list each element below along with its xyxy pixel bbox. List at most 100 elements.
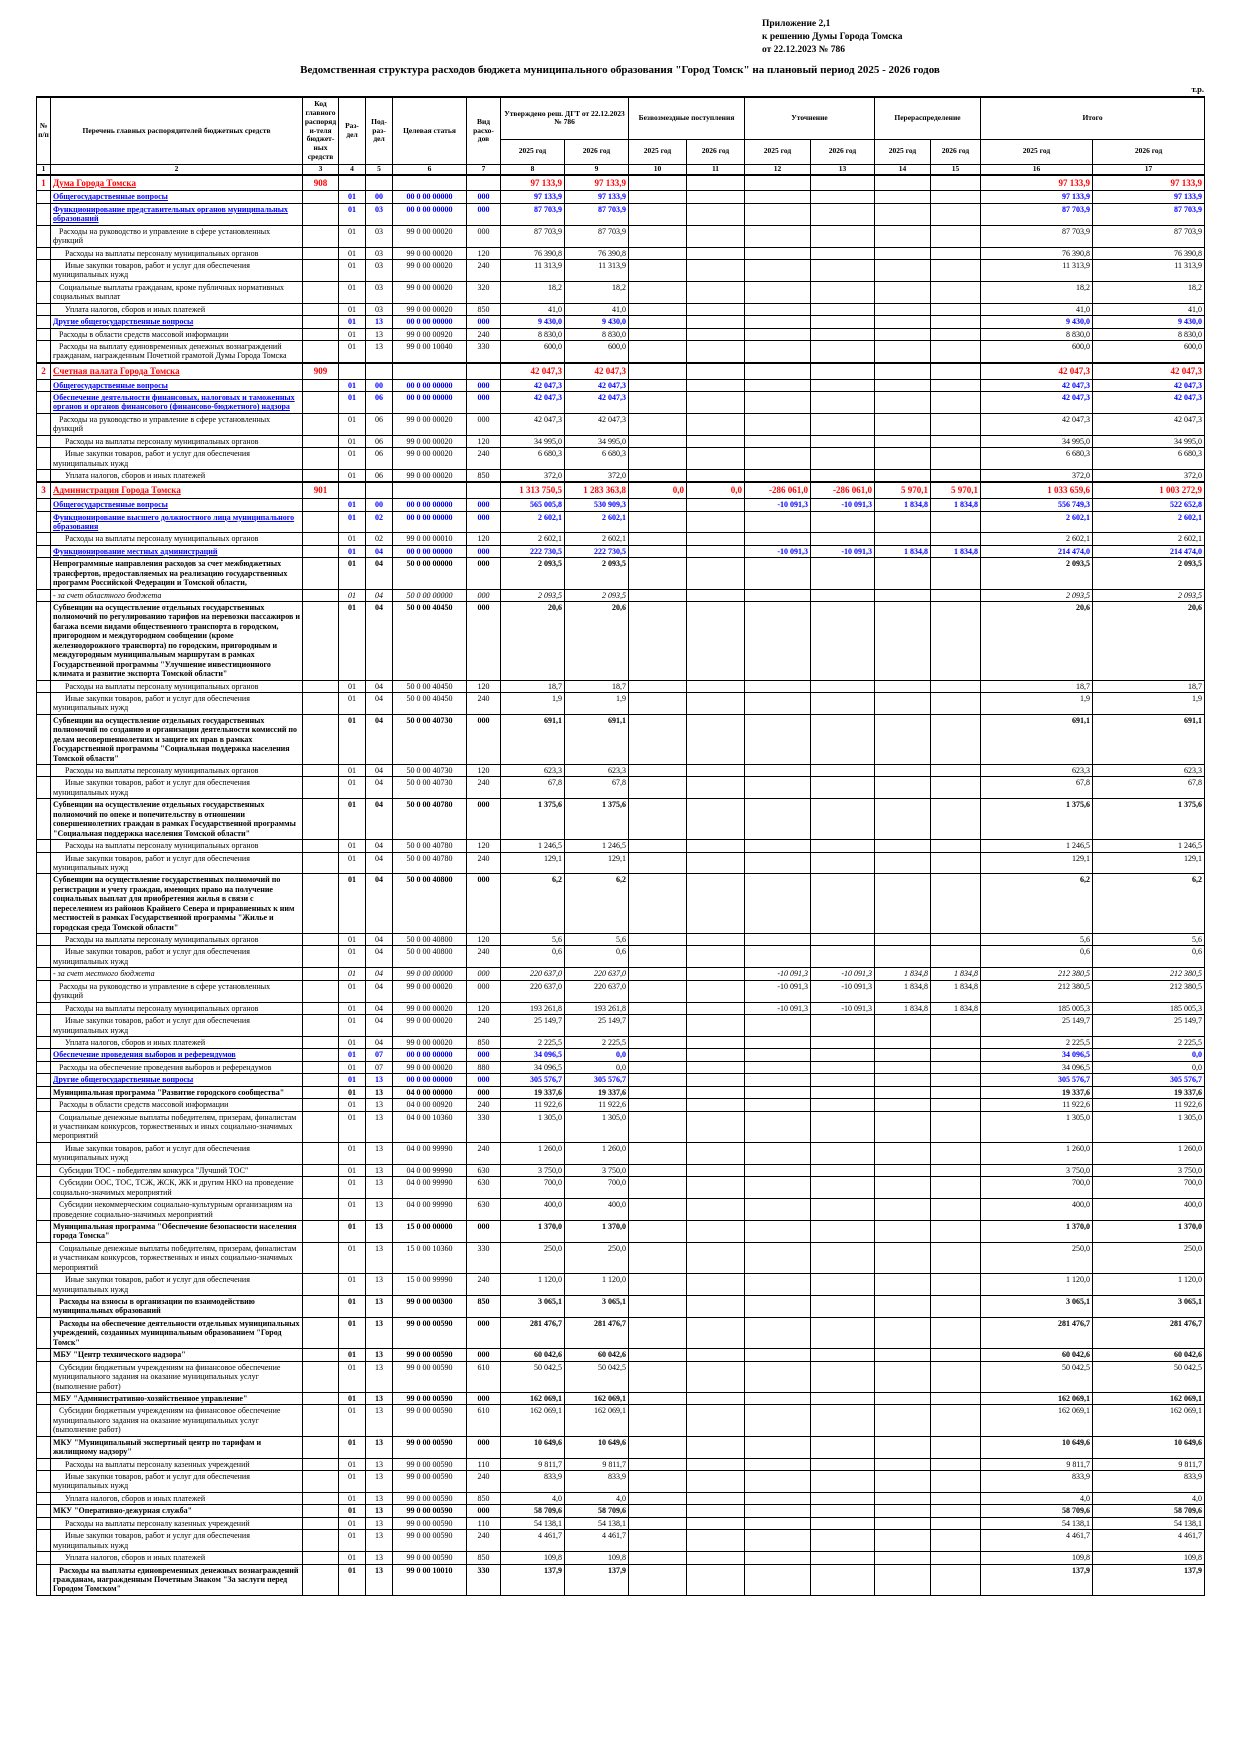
row-name-cell: Иные закупки товаров, работ и услуг для … — [50, 447, 303, 471]
row-code-cell: 120 — [466, 532, 501, 546]
row-value-cell: 1 003 272,9 — [1092, 481, 1206, 500]
row-value-cell: 185 005,3 — [1092, 1001, 1206, 1016]
row-value-cell — [686, 588, 746, 603]
row-value-cell — [628, 510, 688, 534]
row-value-cell: 4,0 — [1092, 1491, 1206, 1506]
row-number-cell — [36, 1001, 51, 1016]
row-name-cell: Администрация Города Томска — [50, 481, 303, 500]
col-index: 3 — [302, 163, 339, 176]
row-value-cell — [686, 839, 746, 853]
row-value-cell — [874, 361, 932, 380]
row-code-cell: 01 — [338, 588, 366, 603]
row-value-cell — [810, 1163, 876, 1178]
row-code-cell: 01 — [338, 447, 366, 471]
row-value-cell — [744, 1563, 812, 1596]
row-value-cell — [628, 691, 688, 715]
row-value-cell: 1 370,0 — [500, 1219, 565, 1243]
row-code-cell: 00 0 00 00000 — [392, 544, 467, 559]
table-row: Расходы на выплаты персоналу муниципальн… — [36, 434, 1206, 449]
row-value-cell: 1 375,6 — [563, 798, 630, 841]
row-value-cell — [930, 601, 982, 681]
row-value-cell — [874, 763, 932, 778]
table-row: Общегосударственные вопросы 01 00 00 0 00 0… — [36, 498, 1206, 512]
row-value-cell: 54 138,1 — [1092, 1516, 1206, 1531]
table-row: Другие общегосударственные вопросы 01 13 00… — [36, 1073, 1206, 1087]
row-value-cell: 2 093,5 — [500, 557, 565, 590]
row-value-cell: 4 461,7 — [980, 1529, 1094, 1553]
row-value-cell — [628, 361, 688, 380]
row-value-cell — [744, 258, 812, 282]
row-value-cell — [744, 679, 812, 693]
row-name-cell: Социальные выплаты гражданам, кроме публ… — [50, 280, 303, 304]
row-value-cell — [628, 1348, 688, 1362]
row-name-cell: Расходы на выплату единовременных денежн… — [50, 340, 303, 364]
row-value-cell: 18,7 — [563, 679, 630, 693]
row-value-cell: 20,6 — [1092, 601, 1206, 681]
row-value-cell: 1 246,5 — [563, 839, 630, 853]
row-code-cell: 13 — [365, 1348, 393, 1362]
row-code-cell: 01 — [338, 839, 366, 853]
row-code-cell: 000 — [466, 224, 501, 248]
row-code-cell — [302, 601, 339, 681]
row-value-cell: 1 834,8 — [874, 967, 932, 981]
row-code-cell: 04 — [365, 557, 393, 590]
row-code-cell: 04 — [365, 679, 393, 693]
col-index: 14 — [874, 163, 932, 176]
row-value-cell — [686, 1060, 746, 1075]
table-row: Уплата налогов, сборов и иных платежей 01… — [36, 1035, 1206, 1050]
row-value-cell: 212 380,5 — [980, 967, 1094, 981]
row-value-cell — [930, 1035, 982, 1050]
row-value-cell — [930, 246, 982, 261]
row-code-cell — [302, 679, 339, 693]
row-value-cell — [744, 1391, 812, 1406]
row-value-cell — [810, 361, 876, 380]
row-code-cell: 07 — [365, 1048, 393, 1062]
row-value-cell — [930, 510, 982, 534]
row-value-cell — [686, 173, 746, 192]
row-name-cell: Муниципальная программа "Развитие городс… — [50, 1085, 303, 1100]
row-value-cell — [628, 1504, 688, 1518]
row-code-cell: 99 0 00 00590 — [392, 1516, 467, 1531]
row-value-cell — [744, 1457, 812, 1472]
row-value-cell — [628, 1176, 688, 1200]
row-value-cell: 42 047,3 — [980, 390, 1094, 414]
row-value-cell — [874, 1360, 932, 1393]
table-row: Расходы на руководство и управление в сф… — [36, 224, 1206, 248]
row-code-cell — [302, 1163, 339, 1178]
table-row: Уплата налогов, сборов и иных платежей 01… — [36, 302, 1206, 317]
row-name-cell: Дума Города Томска — [50, 173, 303, 192]
row-value-cell — [874, 1491, 932, 1506]
row-value-cell: 67,8 — [500, 776, 565, 800]
header-group-adjustment: Уточнение — [744, 95, 876, 140]
row-value-cell — [930, 945, 982, 969]
row-code-cell — [302, 1048, 339, 1062]
row-value-cell — [744, 1516, 812, 1531]
row-code-cell: 000 — [466, 588, 501, 603]
row-value-cell — [686, 510, 746, 534]
col-index: 2 — [50, 163, 303, 176]
row-code-cell: 99 0 00 00590 — [392, 1391, 467, 1406]
row-code-cell: 99 0 00 00020 — [392, 412, 467, 436]
table-row: Расходы на взносы в организации по взаим… — [36, 1295, 1206, 1318]
row-code-cell: 330 — [466, 1110, 501, 1143]
row-value-cell: 2 602,1 — [563, 532, 630, 546]
row-code-cell — [392, 361, 467, 380]
row-value-cell: 129,1 — [500, 851, 565, 875]
row-number-cell — [36, 1110, 51, 1143]
table-row: - за счет областного бюджета 01 04 50 0 00 … — [36, 588, 1206, 603]
row-code-cell: 000 — [466, 1348, 501, 1362]
row-code-cell — [302, 1219, 339, 1243]
row-value-cell — [628, 1048, 688, 1062]
row-value-cell: 2 093,5 — [563, 588, 630, 603]
row-value-cell — [930, 412, 982, 436]
row-value-cell: 214 474,0 — [1092, 544, 1206, 559]
row-code-cell: 50 0 00 00000 — [392, 557, 467, 590]
row-value-cell — [744, 851, 812, 875]
table-row: Расходы на выплаты персоналу муниципальн… — [36, 1001, 1206, 1016]
row-value-cell: 2 602,1 — [1092, 532, 1206, 546]
row-value-cell: 220 637,0 — [563, 979, 630, 1003]
row-code-cell: 04 — [365, 1014, 393, 1037]
header-year-2025: 2025 год — [744, 138, 812, 165]
row-code-cell: 01 — [338, 1014, 366, 1037]
row-code-cell: 50 0 00 40450 — [392, 601, 467, 681]
